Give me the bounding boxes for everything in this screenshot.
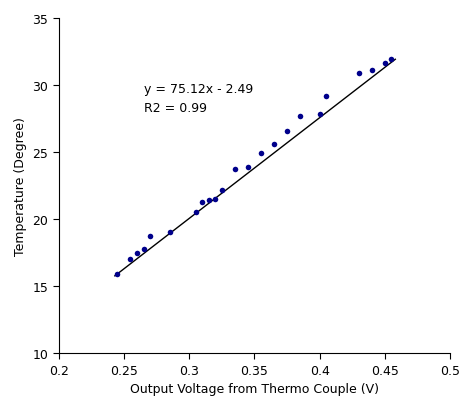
Point (218, 187, 226, 193)
Point (270, 142, 278, 148)
Point (192, 209, 200, 216)
Point (388, 57, 395, 63)
Point (322, 93, 330, 100)
Point (368, 68, 375, 74)
X-axis label: Output Voltage from Thermo Couple (V): Output Voltage from Thermo Couple (V) (130, 382, 379, 395)
Y-axis label: Temperature (Degree): Temperature (Degree) (14, 117, 27, 255)
Point (133, 249, 141, 256)
Point (146, 234, 154, 240)
Point (231, 167, 238, 173)
Point (199, 199, 206, 205)
Point (140, 246, 147, 252)
Point (205, 198, 212, 204)
Point (257, 151, 265, 157)
Point (166, 229, 173, 236)
Point (355, 70, 363, 77)
Point (316, 112, 323, 119)
Point (244, 164, 252, 171)
Point (296, 113, 304, 120)
Point (381, 61, 389, 67)
Point (127, 256, 134, 263)
Point (211, 196, 219, 203)
Point (114, 271, 121, 278)
Text: y = 75.12x - 2.49
R2 = 0.99: y = 75.12x - 2.49 R2 = 0.99 (144, 83, 253, 115)
Point (283, 128, 291, 135)
